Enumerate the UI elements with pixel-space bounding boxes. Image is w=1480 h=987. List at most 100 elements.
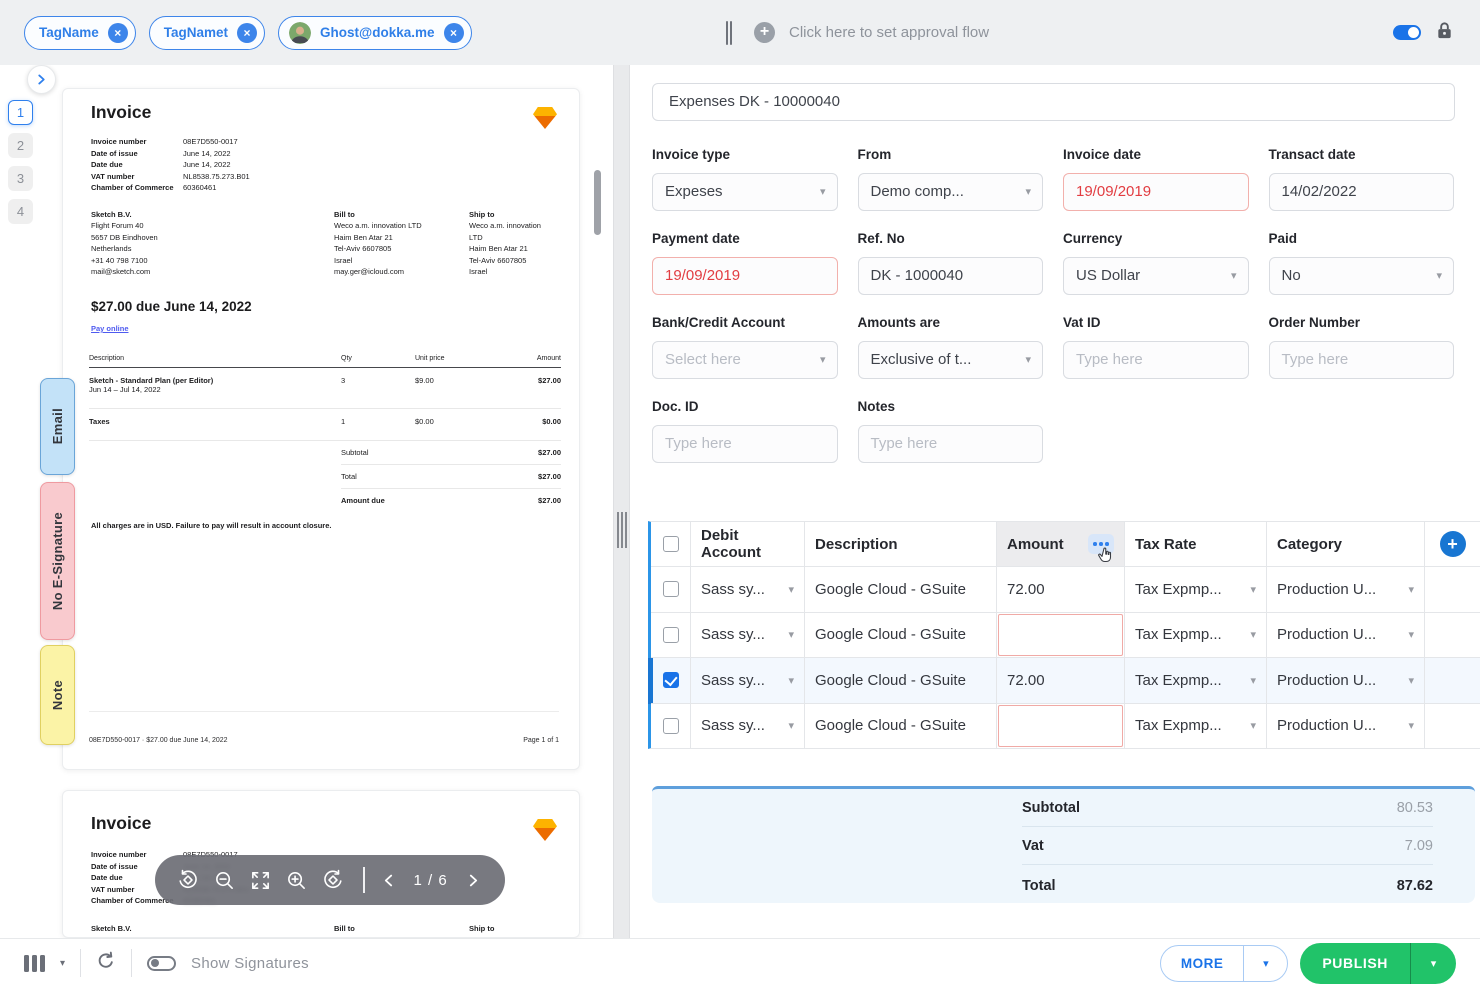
notes-input[interactable]: Type here — [857, 425, 1043, 463]
remove-tag-icon[interactable]: × — [443, 22, 464, 43]
page-thumb-2[interactable]: 2 — [8, 133, 33, 158]
tax-rate-select[interactable]: Tax Expmp... ▾ — [1125, 658, 1267, 703]
tax-rate-select[interactable]: Tax Expmp... ▾ — [1125, 612, 1267, 657]
header-description[interactable]: Description — [805, 522, 997, 566]
debit-account-select[interactable]: Sass sy... ▾ — [691, 658, 805, 703]
category-select[interactable]: Production U... ▾ — [1267, 567, 1425, 612]
header-category[interactable]: Category — [1267, 522, 1425, 566]
panel-drag-handle[interactable] — [726, 20, 734, 45]
next-page-icon[interactable] — [469, 874, 478, 887]
tag-pill[interactable]: TagNamet × — [148, 15, 266, 50]
line-row-selected: Sass sy... ▾ Google Cloud - GSuite 72.00 … — [648, 657, 1480, 703]
rotate-right-icon[interactable] — [322, 869, 344, 891]
debit-account-select[interactable]: Sass sy... ▾ — [691, 612, 805, 657]
divider-grip[interactable] — [616, 512, 628, 548]
add-approval-icon[interactable]: + — [754, 22, 775, 43]
more-dropdown-icon[interactable]: ▾ — [1243, 945, 1287, 981]
tab-email[interactable]: Email — [40, 378, 75, 475]
lock-icon[interactable] — [1435, 21, 1454, 45]
zoom-in-icon[interactable] — [286, 870, 307, 891]
header-debit-account[interactable]: Debit Account — [691, 522, 805, 566]
layout-columns-icon[interactable] — [24, 954, 45, 972]
document-title-input[interactable]: Expenses DK - 10000040 — [652, 83, 1455, 121]
tab-note[interactable]: Note — [40, 645, 75, 745]
chevron-down-icon: ▾ — [1436, 270, 1442, 282]
publish-button[interactable]: PUBLISH ▾ — [1300, 942, 1456, 984]
pdf-toolbar: 1 / 6 — [155, 855, 505, 905]
viewer-scrollbar[interactable] — [594, 170, 601, 235]
from-select[interactable]: Demo comp... ▾ — [857, 173, 1043, 211]
form-row: Doc. ID Type here Notes Type here — [652, 399, 1454, 463]
expand-panel-button[interactable] — [27, 65, 56, 94]
toolbar-divider — [363, 867, 365, 893]
invoice-type-select[interactable]: Expeses ▾ — [652, 173, 838, 211]
chevron-down-icon: ▾ — [1230, 270, 1237, 282]
invoice-date-input[interactable]: 19/09/2019 — [1063, 173, 1249, 211]
header-tax-rate[interactable]: Tax Rate — [1125, 522, 1267, 566]
category-select[interactable]: Production U... ▾ — [1267, 658, 1425, 703]
prev-page-icon[interactable] — [384, 874, 393, 887]
fullscreen-icon[interactable] — [250, 870, 271, 891]
form-row: Invoice type Expeses ▾ From Demo comp... ▾… — [652, 147, 1454, 211]
category-select[interactable]: Production U... ▾ — [1267, 703, 1425, 748]
vat-id-input[interactable]: Type here — [1063, 341, 1249, 379]
amount-cell[interactable]: 72.00 — [997, 567, 1125, 612]
pay-online-link[interactable]: Pay online — [91, 324, 129, 333]
payment-date-input[interactable]: 19/09/2019 — [652, 257, 838, 295]
category-select[interactable]: Production U... ▾ — [1267, 612, 1425, 657]
approval-toggle[interactable] — [1393, 25, 1421, 40]
order-number-input[interactable]: Type here — [1268, 341, 1454, 379]
zoom-out-icon[interactable] — [214, 870, 235, 891]
approval-flow-bar[interactable]: + Click here to set approval flow — [734, 0, 1480, 65]
transact-date-input[interactable]: 14/02/2022 — [1268, 173, 1454, 211]
remove-tag-icon[interactable]: × — [107, 22, 128, 43]
column-menu-icon[interactable] — [1088, 534, 1114, 554]
chevron-down-icon: ▾ — [1408, 629, 1414, 642]
paid-select[interactable]: No ▾ — [1268, 257, 1454, 295]
more-button[interactable]: MORE ▾ — [1159, 944, 1289, 982]
page-thumb-3[interactable]: 3 — [8, 166, 33, 191]
page-thumb-1[interactable]: 1 — [8, 100, 33, 125]
rotate-left-icon[interactable] — [177, 869, 199, 891]
tax-rate-select[interactable]: Tax Expmp... ▾ — [1125, 703, 1267, 748]
select-all-checkbox[interactable] — [662, 536, 679, 552]
currency-select[interactable]: US Dollar ▾ — [1063, 257, 1249, 295]
doc-id-input[interactable]: Type here — [652, 425, 838, 463]
chevron-down-icon: ▾ — [1025, 186, 1031, 198]
chevron-down-icon: ▾ — [1250, 674, 1256, 687]
amount-cell-error[interactable] — [997, 703, 1125, 748]
amounts-are-select[interactable]: Exclusive of t... ▾ — [857, 341, 1043, 379]
add-line-icon[interactable]: + — [1439, 531, 1466, 557]
row-checkbox-checked[interactable] — [662, 672, 679, 689]
description-cell[interactable]: Google Cloud - GSuite — [805, 612, 997, 657]
show-signatures-toggle[interactable] — [147, 955, 177, 971]
tab-no-e-signature[interactable]: No E-Signature — [40, 482, 75, 640]
tax-rate-select[interactable]: Tax Expmp... ▾ — [1125, 567, 1267, 612]
invoice-heading: Invoice — [91, 813, 152, 833]
page-thumb-4[interactable]: 4 — [8, 199, 33, 224]
description-cell[interactable]: Google Cloud - GSuite — [805, 703, 997, 748]
remove-tag-icon[interactable]: × — [237, 22, 258, 43]
field-vat-id: Vat ID Type here — [1063, 315, 1249, 379]
chevron-down-icon: ▾ — [1025, 354, 1031, 366]
row-checkbox[interactable] — [662, 717, 679, 734]
amount-cell-error[interactable] — [997, 612, 1125, 657]
amount-cell[interactable]: 72.00 — [997, 658, 1125, 703]
refresh-icon[interactable] — [96, 951, 116, 976]
publish-dropdown-icon[interactable]: ▾ — [1410, 942, 1456, 984]
field-notes: Notes Type here — [857, 399, 1043, 463]
split-divider[interactable] — [613, 65, 630, 938]
header-amount[interactable]: Amount — [997, 522, 1125, 566]
ref-no-input[interactable]: DK - 1000040 — [857, 257, 1043, 295]
row-checkbox[interactable] — [662, 581, 679, 598]
description-cell[interactable]: Google Cloud - GSuite — [805, 567, 997, 612]
description-cell[interactable]: Google Cloud - GSuite — [805, 658, 997, 703]
bank-account-select[interactable]: Select here ▾ — [652, 341, 838, 379]
debit-account-select[interactable]: Sass sy... ▾ — [691, 703, 805, 748]
tag-pill[interactable]: TagName × — [24, 15, 136, 50]
debit-account-select[interactable]: Sass sy... ▾ — [691, 567, 805, 612]
chevron-down-icon[interactable]: ▾ — [60, 957, 66, 969]
row-checkbox[interactable] — [662, 626, 679, 643]
line-table-header: Debit Account Description Amount Tax Rat… — [651, 522, 1480, 566]
tag-pill-user[interactable]: Ghost@dokka.me × — [278, 15, 472, 50]
